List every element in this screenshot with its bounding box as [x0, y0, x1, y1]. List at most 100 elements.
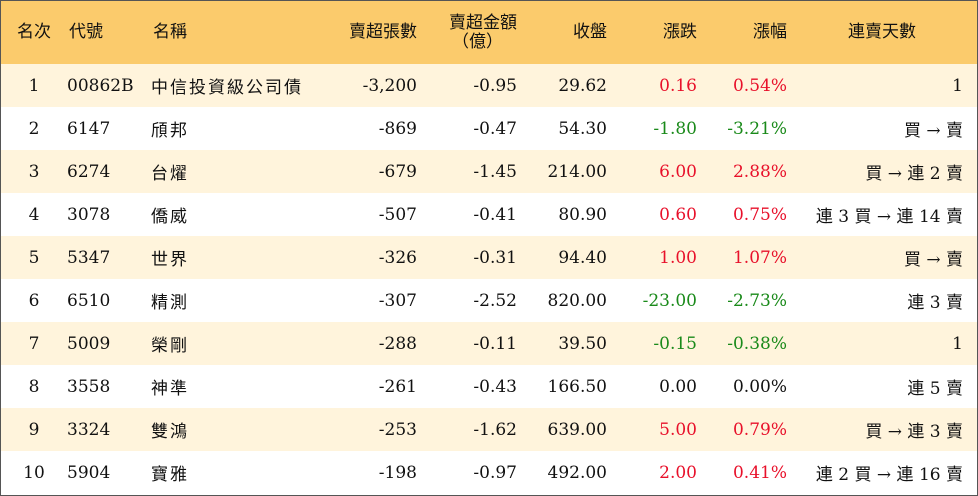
- code-cell: 5904: [67, 462, 111, 483]
- pct-cell: 0.54%: [732, 75, 787, 96]
- close-cell: 29.62: [558, 75, 607, 96]
- rank-cell: 5: [28, 247, 40, 268]
- pct-cell: 0.41%: [732, 462, 787, 483]
- sell-amount-cell: -0.43: [473, 376, 517, 397]
- sell-volume-cell: -507: [378, 204, 417, 225]
- table-row: 6 6510 精測 -307 -2.52 820.00 -23.00 -2.73% 連 3 賣: [1, 279, 977, 322]
- change-cell: -0.15: [653, 333, 697, 354]
- code-cell: 3558: [67, 376, 111, 397]
- change-cell: 0.60: [659, 204, 697, 225]
- pct-cell: 0.75%: [732, 204, 787, 225]
- name-cell: 精測: [151, 293, 189, 313]
- header-name: 名稱: [153, 22, 187, 42]
- close-cell: 166.50: [547, 376, 607, 397]
- header-sell-amount: 賣超金額 （億）: [417, 1, 517, 64]
- sell-amount-cell: -1.62: [473, 419, 517, 440]
- sell-volume-cell: -679: [378, 161, 417, 182]
- header-close: 收盤: [573, 22, 607, 42]
- days-cell: 連 2 買 → 連 16 賣: [815, 465, 963, 485]
- name-cell: 台燿: [151, 164, 189, 184]
- change-cell: 5.00: [659, 419, 697, 440]
- days-cell: 1: [952, 333, 963, 354]
- code-cell: 5347: [67, 247, 111, 268]
- rank-cell: 7: [28, 333, 40, 354]
- table-row: 2 6147 頎邦 -869 -0.47 54.30 -1.80 -3.21% 買 → 賣: [1, 107, 977, 150]
- days-cell: 連 3 賣: [907, 293, 963, 313]
- name-cell: 中信投資級公司債: [151, 78, 303, 98]
- table-row: 7 5009 榮剛 -288 -0.11 39.50 -0.15 -0.38% 1: [1, 322, 977, 365]
- change-cell: 2.00: [659, 462, 697, 483]
- close-cell: 94.40: [558, 247, 607, 268]
- code-cell: 6147: [67, 118, 111, 139]
- code-cell: 3078: [67, 204, 111, 225]
- code-cell: 6510: [67, 290, 111, 311]
- change-cell: 0.16: [659, 75, 697, 96]
- days-cell: 買 → 連 3 賣: [865, 422, 963, 442]
- rank-cell: 1: [28, 75, 40, 96]
- table-row: 10 5904 寶雅 -198 -0.97 492.00 2.00 0.41% 連 2 買 → …: [1, 451, 977, 494]
- close-cell: 54.30: [558, 118, 607, 139]
- days-cell: 買 → 賣: [903, 250, 963, 270]
- sell-amount-cell: -0.11: [473, 333, 517, 354]
- header-pct: 漲幅: [753, 22, 787, 42]
- change-cell: -23.00: [642, 290, 697, 311]
- sell-volume-cell: -307: [378, 290, 417, 311]
- change-cell: -1.80: [653, 118, 697, 139]
- change-cell: 6.00: [659, 161, 697, 182]
- days-cell: 買 → 連 2 賣: [865, 164, 963, 184]
- days-cell: 連 5 賣: [907, 379, 963, 399]
- pct-cell: 1.07%: [732, 247, 787, 268]
- sell-amount-cell: -0.41: [473, 204, 517, 225]
- close-cell: 492.00: [547, 462, 607, 483]
- rank-cell: 2: [28, 118, 40, 139]
- name-cell: 神準: [151, 379, 189, 399]
- code-cell: 00862B: [67, 75, 134, 96]
- pct-cell: 0.00%: [732, 376, 787, 397]
- sell-volume-cell: -261: [378, 376, 417, 397]
- close-cell: 820.00: [547, 290, 607, 311]
- code-cell: 3324: [67, 419, 111, 440]
- sell-volume-cell: -198: [378, 462, 417, 483]
- rank-cell: 4: [28, 204, 40, 225]
- name-cell: 雙鴻: [151, 422, 189, 442]
- table-row: 5 5347 世界 -326 -0.31 94.40 1.00 1.07% 買 → 賣: [1, 236, 977, 279]
- change-cell: 1.00: [659, 247, 697, 268]
- sell-amount-cell: -1.45: [473, 161, 517, 182]
- days-cell: 買 → 賣: [903, 121, 963, 141]
- table-row: 4 3078 僑威 -507 -0.41 80.90 0.60 0.75% 連 3 買 → 連 …: [1, 193, 977, 236]
- name-cell: 僑威: [151, 207, 189, 227]
- sell-amount-cell: -0.95: [473, 75, 517, 96]
- rank-cell: 8: [28, 376, 40, 397]
- code-cell: 6274: [67, 161, 111, 182]
- days-cell: 1: [952, 75, 963, 96]
- pct-cell: -2.73%: [727, 290, 787, 311]
- close-cell: 214.00: [547, 161, 607, 182]
- name-cell: 寶雅: [151, 465, 189, 485]
- table-row: 9 3324 雙鴻 -253 -1.62 639.00 5.00 0.79% 買 → 連 3 賣: [1, 408, 977, 451]
- rank-cell: 9: [28, 419, 40, 440]
- pct-cell: 0.79%: [732, 419, 787, 440]
- table-row: 1 00862B 中信投資級公司債 -3,200 -0.95 29.62 0.16 0.54%…: [1, 64, 977, 107]
- header-sell-amount-line2: （億）: [452, 31, 503, 52]
- header-sell-volume: 賣超張數: [349, 22, 417, 42]
- sell-amount-cell: -0.97: [473, 462, 517, 483]
- change-cell: 0.00: [659, 376, 697, 397]
- pct-cell: 2.88%: [732, 161, 787, 182]
- rank-cell: 3: [28, 161, 40, 182]
- header-change: 漲跌: [663, 22, 697, 42]
- table-header-row: 名次 代號 名稱 賣超張數 賣超金額 （億） 收盤 漲跌 漲幅 連賣天數: [1, 1, 977, 64]
- header-sell-amount-line1: 賣超金額: [449, 12, 517, 33]
- sell-volume-cell: -288: [378, 333, 417, 354]
- code-cell: 5009: [67, 333, 111, 354]
- close-cell: 639.00: [547, 419, 607, 440]
- name-cell: 榮剛: [151, 336, 189, 356]
- rank-cell: 6: [28, 290, 40, 311]
- sell-amount-cell: -2.52: [473, 290, 517, 311]
- rank-cell: 10: [23, 462, 45, 483]
- pct-cell: -3.21%: [727, 118, 787, 139]
- name-cell: 頎邦: [151, 121, 189, 141]
- sell-volume-cell: -869: [378, 118, 417, 139]
- sell-volume-cell: -3,200: [362, 75, 417, 96]
